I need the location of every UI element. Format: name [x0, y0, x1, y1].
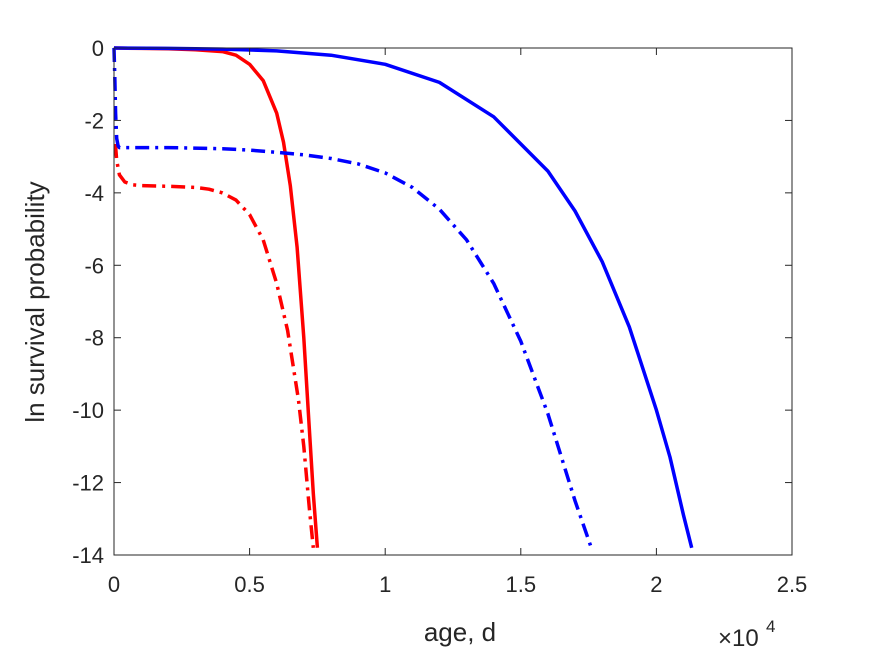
- x-tick-label: 2.5: [777, 572, 808, 597]
- x-tick-label: 1: [379, 572, 391, 597]
- x-tick-label: 2: [650, 572, 662, 597]
- x-exponent-power: 4: [766, 617, 775, 636]
- x-axis-label: age, d: [424, 617, 496, 647]
- y-tick-label: -2: [84, 108, 104, 133]
- x-tick-label: 0.5: [234, 572, 265, 597]
- x-tick-label: 1.5: [506, 572, 537, 597]
- y-axis-label: ln survival probability: [20, 181, 50, 422]
- y-tick-label: 0: [92, 36, 104, 61]
- y-tick-label: -6: [84, 253, 104, 278]
- y-tick-label: -12: [72, 471, 104, 496]
- plot-background: [114, 48, 792, 555]
- plot-frame: [113, 47, 793, 556]
- x-exponent-label: ×10 4: [718, 617, 775, 652]
- y-tick-label: -4: [84, 181, 104, 206]
- series-line-2: [113, 143, 316, 548]
- series-line-4: [112, 47, 593, 549]
- y-axis-ticks: 0 -2 -4 -6 -8 -10 -12 -14: [72, 36, 792, 568]
- x-axis-ticks: 0 0.5 1 1.5 2 2.5: [108, 48, 807, 597]
- x-exponent-base: ×10: [718, 625, 759, 652]
- x-tick-label: 0: [108, 572, 120, 597]
- y-tick-label: -8: [84, 326, 104, 351]
- y-tick-label: -10: [72, 398, 104, 423]
- y-tick-label: -14: [72, 543, 104, 568]
